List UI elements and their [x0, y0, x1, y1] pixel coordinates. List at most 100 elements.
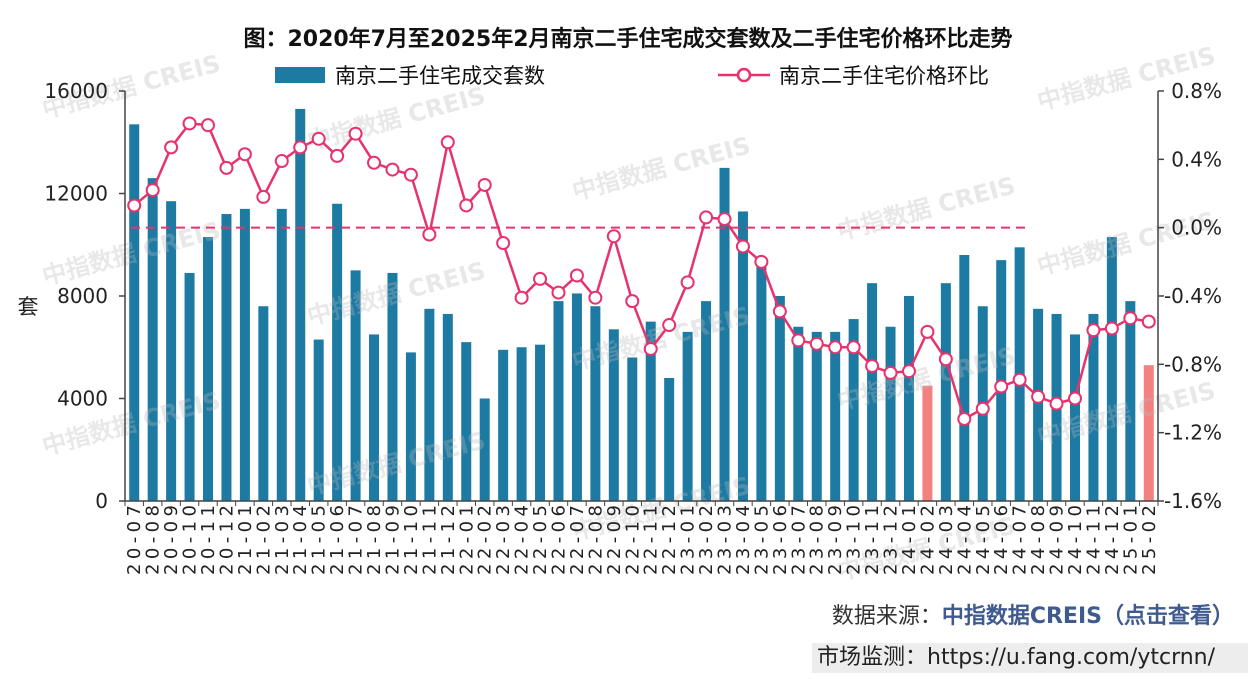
chart-title: 图：2020年7月至2025年2月南京二手住宅成交套数及二手住宅价格环比走势 — [243, 26, 1012, 52]
line-point — [717, 212, 732, 227]
x-tick-label: 21-03 — [272, 505, 293, 575]
line-point — [330, 148, 345, 163]
axes: 0 4000 8000 12000 16000 0.8% 0.4% 0.0% -0.4% -0.8… — [44, 79, 1222, 575]
line-point — [680, 275, 695, 290]
y2-tick-label: -1.6% — [1164, 489, 1222, 513]
x-tick-label: 24-08 — [1028, 505, 1049, 575]
x-tick-label: 20-12 — [216, 505, 237, 575]
data-source-label: 数据来源： — [831, 604, 942, 629]
x-tick-label: 22-08 — [585, 505, 606, 575]
bar — [571, 293, 582, 501]
legend-line-marker — [736, 67, 752, 83]
x-tick-label: 23-06 — [770, 505, 791, 575]
line-point — [938, 352, 953, 367]
line-point — [699, 210, 714, 225]
x-tick-label: 23-02 — [696, 505, 717, 575]
line-point — [237, 147, 252, 162]
y-tick-label: 16000 — [44, 79, 108, 103]
bar — [350, 270, 361, 502]
line-point — [791, 333, 806, 348]
x-tick-label: 21-09 — [382, 505, 403, 575]
x-tick-label: 22-06 — [548, 505, 569, 575]
x-tick-label: 24-03 — [936, 505, 957, 575]
bar — [774, 296, 785, 501]
line-point — [920, 324, 935, 339]
y2-tick-label: 0.0% — [1171, 216, 1222, 240]
bar — [737, 211, 748, 501]
line-point — [145, 183, 160, 198]
line-point — [901, 364, 916, 379]
line-point — [496, 236, 511, 251]
bar — [664, 378, 675, 501]
bar — [811, 331, 822, 502]
line-point — [514, 290, 529, 305]
legend-line-label: 南京二手住宅价格环比 — [779, 64, 989, 88]
x-tick-label: 21-10 — [401, 505, 422, 575]
bar — [608, 329, 619, 501]
line-point — [809, 336, 824, 351]
bar — [442, 313, 453, 501]
line-point — [403, 167, 418, 182]
watermark: 中指数据 CREIS — [834, 171, 1018, 245]
x-tick-label: 20-10 — [180, 505, 201, 575]
x-tick-label: 24-01 — [899, 505, 920, 575]
line-point — [1141, 314, 1156, 329]
line-point — [551, 285, 566, 300]
line-point — [440, 135, 455, 150]
x-tick-label: 24-02 — [917, 505, 938, 575]
bar — [701, 301, 712, 502]
bar — [867, 283, 878, 501]
line-point — [348, 126, 363, 141]
bar — [424, 308, 435, 501]
x-tick-label: 23-10 — [844, 505, 865, 575]
x-tick-label: 22-04 — [512, 505, 533, 575]
line-point — [754, 254, 769, 269]
x-tick-label: 21-06 — [327, 505, 348, 575]
x-tick-label: 21-05 — [309, 505, 330, 575]
x-tick-label: 24-06 — [991, 505, 1012, 575]
data-source-link[interactable]: 中指数据CREIS（点击查看） — [941, 604, 1234, 629]
line-point — [1104, 321, 1119, 336]
line-point — [735, 239, 750, 254]
bar — [479, 398, 490, 501]
x-tick-label: 22-01 — [456, 505, 477, 575]
x-tick-label: 22-02 — [475, 505, 496, 575]
bar — [719, 167, 730, 502]
x-tick-label: 24-07 — [1010, 505, 1031, 575]
bar — [221, 214, 232, 501]
x-tick-label: 21-11 — [419, 505, 440, 575]
x-tick-label: 20-09 — [161, 505, 182, 575]
line-point — [311, 131, 326, 146]
line-point — [533, 271, 548, 286]
x-tick-label: 22-11 — [641, 505, 662, 575]
x-tick-label: 23-12 — [881, 505, 902, 575]
line-point — [182, 116, 197, 131]
x-tick-label: 23-05 — [751, 505, 772, 575]
bar — [903, 296, 914, 501]
line-point — [846, 340, 861, 355]
x-tick-label: 22-10 — [622, 505, 643, 575]
bar — [203, 237, 214, 501]
line-point — [219, 160, 234, 175]
x-tick-label: 23-07 — [788, 505, 809, 575]
line-point — [274, 154, 289, 169]
x-tick-label: 23-03 — [715, 505, 736, 575]
x-tick-label: 21-02 — [253, 505, 274, 575]
y-axis-label: 套 — [18, 295, 39, 319]
x-tick-label: 23-01 — [678, 505, 699, 575]
bar — [1069, 334, 1080, 501]
line-point — [643, 341, 658, 356]
bar — [535, 344, 546, 501]
line-point — [1012, 372, 1027, 387]
y-tick-label: 12000 — [44, 182, 108, 206]
line-point — [164, 140, 179, 155]
x-tick-label: 25-02 — [1139, 505, 1160, 575]
bar — [332, 203, 343, 501]
line-point — [865, 359, 880, 374]
y-tick-label: 0 — [95, 489, 108, 513]
bar — [922, 385, 933, 501]
bar — [848, 319, 859, 501]
x-tick-label: 21-07 — [346, 505, 367, 575]
market-monitor-url[interactable]: https://u.fang.com/ytcrnn/ — [927, 645, 1216, 670]
bar — [590, 306, 601, 501]
